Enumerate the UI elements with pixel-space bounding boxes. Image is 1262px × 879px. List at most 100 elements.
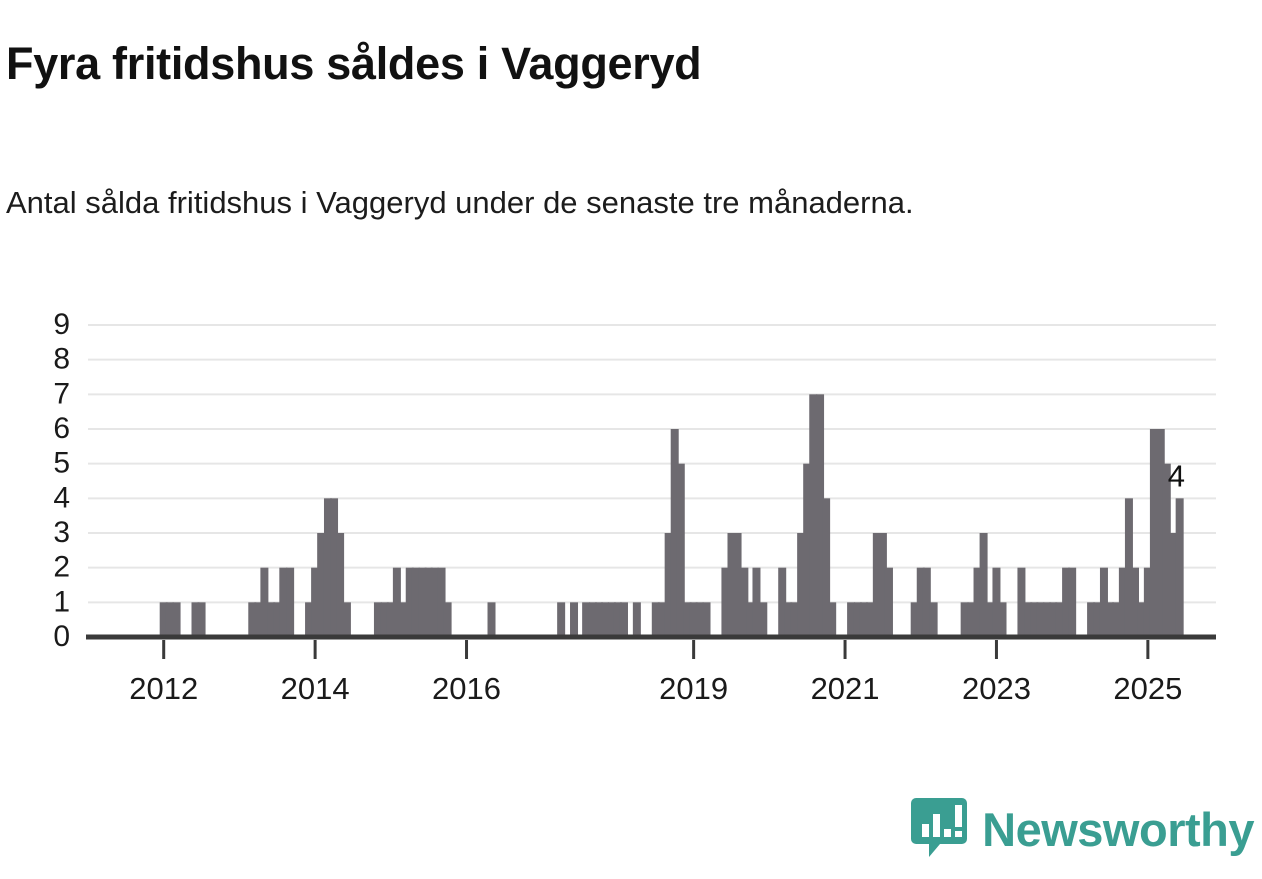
bar (816, 394, 825, 637)
bar (1062, 567, 1071, 637)
ytick-label: 7 (53, 377, 70, 410)
x-axis-labels: 2012 2014 2016 2019 2021 2023 2025 (129, 671, 1182, 706)
bar (916, 567, 925, 637)
bar (910, 602, 919, 637)
bar (721, 567, 730, 637)
ytick-label: 9 (53, 308, 70, 341)
xtick-label: 2014 (281, 671, 350, 706)
bar (1055, 602, 1064, 637)
bar (399, 602, 408, 637)
bar (582, 602, 591, 637)
bar (248, 602, 257, 637)
bar (1137, 602, 1146, 637)
bar (740, 567, 749, 637)
bar (1036, 602, 1045, 637)
bar (797, 533, 806, 637)
bar (487, 602, 496, 637)
bar (998, 602, 1007, 637)
ytick-label: 8 (53, 343, 70, 376)
bar (1149, 429, 1158, 637)
bar (986, 602, 995, 637)
bar (1099, 567, 1108, 637)
bar (1068, 567, 1077, 637)
bar (267, 602, 276, 637)
bar (1124, 498, 1133, 637)
highlight-value-label: 4 (1168, 458, 1185, 493)
bar (702, 602, 711, 637)
bar (254, 602, 263, 637)
bar (311, 567, 320, 637)
bar (878, 533, 887, 637)
bar (317, 533, 326, 637)
ytick-label: 1 (53, 585, 70, 618)
ytick-label: 5 (53, 447, 70, 480)
bar (286, 567, 295, 637)
bar (279, 567, 288, 637)
bar (695, 602, 704, 637)
bar (380, 602, 389, 637)
bar (657, 602, 666, 637)
bar (828, 602, 837, 637)
bar (260, 567, 269, 637)
bar (1093, 602, 1102, 637)
ytick-label: 3 (53, 516, 70, 549)
xtick-label: 2021 (811, 671, 880, 706)
bar-series (159, 394, 1184, 637)
bar (784, 602, 793, 637)
bar (557, 602, 566, 637)
bar (759, 602, 768, 637)
xtick-label: 2023 (962, 671, 1031, 706)
bar (570, 602, 579, 637)
bar (1143, 567, 1152, 637)
bar (1131, 567, 1139, 637)
bar (727, 533, 736, 637)
bar (683, 602, 692, 637)
xtick-label: 2012 (129, 671, 198, 706)
page-subtitle: Antal sålda fritidshus i Vaggeryd under … (6, 185, 914, 220)
bar (1175, 498, 1184, 637)
xtick-label: 2025 (1113, 671, 1182, 706)
bar-chart-speech-bubble-icon (910, 796, 968, 863)
bar (430, 567, 439, 637)
bar (613, 602, 622, 637)
bar (676, 463, 685, 637)
bar (778, 567, 787, 637)
bar (746, 602, 755, 637)
bar (595, 602, 604, 637)
bar (1156, 429, 1165, 637)
xtick-label: 2016 (432, 671, 501, 706)
bar (1118, 567, 1127, 637)
bar (172, 602, 181, 637)
bar (929, 602, 938, 637)
bar (973, 567, 982, 637)
bar (323, 498, 332, 637)
bar (165, 602, 174, 637)
bar (1168, 533, 1177, 637)
ytick-label: 2 (53, 551, 70, 584)
bar (1017, 567, 1026, 637)
bar (197, 602, 206, 637)
x-axis (86, 634, 1216, 659)
bar (689, 602, 698, 637)
bar (884, 567, 893, 637)
bar (1087, 602, 1096, 637)
value-labels: 4 (1168, 458, 1185, 493)
bar (437, 567, 446, 637)
newsworthy-logo: Newsworthy (910, 796, 1254, 863)
bar (159, 602, 168, 637)
bar (305, 602, 314, 637)
bar (733, 533, 742, 637)
bar (859, 602, 868, 637)
bar (330, 498, 339, 637)
bar (847, 602, 856, 637)
bar (1112, 602, 1121, 637)
bar (664, 533, 673, 637)
bar (1162, 463, 1171, 637)
bar (1043, 602, 1052, 637)
bar (790, 602, 799, 637)
bar (424, 567, 433, 637)
bar (588, 602, 597, 637)
